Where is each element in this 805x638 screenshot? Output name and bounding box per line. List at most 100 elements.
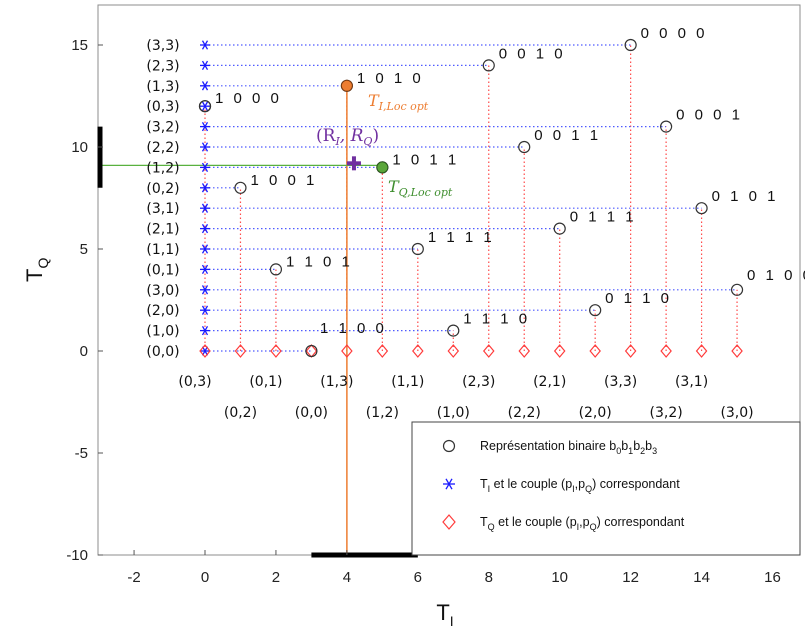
tq-pair-label: (3,3) (604, 374, 637, 390)
star-stroke (201, 203, 209, 213)
tq-opt-point (376, 161, 389, 174)
binary-label: 0 1 1 1 (570, 209, 637, 226)
x-tick-label: 0 (201, 569, 209, 586)
ti-star (200, 162, 210, 173)
y-tick-label: -10 (66, 547, 88, 564)
ti-pair-label: (2,3) (146, 58, 179, 74)
tq-diamond (553, 344, 566, 358)
ti-star (200, 203, 210, 213)
star-stroke (201, 162, 209, 173)
ti-star (200, 305, 210, 315)
tq-pair-label: (1,1) (391, 374, 424, 390)
tq-diamond (270, 344, 282, 358)
axis-titles: TI TQ (22, 258, 454, 629)
ti-star (200, 81, 210, 91)
tq-pair-label: (2,1) (533, 374, 566, 390)
legend-label-tq: TQ et le couple (pI,pQ) correspondant (480, 515, 685, 532)
star-stroke (201, 305, 209, 315)
y-tick-label: 5 (80, 241, 88, 258)
binary-circle (411, 242, 424, 256)
binary-label: 0 0 1 1 (534, 127, 601, 144)
tq-diamond (447, 344, 460, 358)
legend-label-ti: TI et le couple (pI,pQ) correspondant (480, 477, 680, 494)
star-stroke (201, 40, 209, 50)
x-tick-label: -2 (127, 569, 140, 586)
ti-pair-label: (0,0) (146, 344, 179, 360)
tq-pair-label: (2,0) (579, 405, 612, 421)
x-tick-label: 14 (693, 569, 710, 586)
ti-star (200, 121, 210, 132)
tq-pair-label: (1,3) (320, 374, 353, 390)
ti-stars (200, 40, 210, 356)
binary-circle (695, 202, 708, 215)
ti-star (200, 142, 210, 152)
x-tick-label: 16 (764, 569, 781, 586)
ti-opt-label: TI,Loc opt (368, 91, 429, 113)
binary-label: 1 1 0 0 (320, 320, 387, 337)
binary-circle (518, 140, 531, 154)
binary-circle (234, 181, 247, 194)
tq-diamond (234, 344, 247, 358)
x-tick-label: 10 (551, 569, 568, 586)
ti-star (200, 346, 210, 356)
tq-diamond (695, 344, 708, 358)
tq-opt-label: TQ,Loc opt (388, 177, 453, 199)
binary-circle (447, 324, 460, 337)
tq-pair-label: (1,2) (366, 405, 399, 421)
star-stroke (201, 101, 209, 111)
tq-pair-label: (3,0) (720, 405, 753, 421)
ti-opt-point (340, 79, 353, 92)
binary-label: 0 1 0 1 (712, 188, 779, 205)
ti-star (200, 40, 210, 50)
ti-pair-label: (3,2) (146, 120, 179, 136)
star-stroke (201, 81, 209, 91)
ti-pair-label: (0,1) (146, 262, 179, 278)
ti-star (200, 101, 210, 111)
y-axis-title: TQ (22, 258, 51, 282)
tq-diamond (624, 344, 637, 358)
x-tick-label: 8 (485, 569, 493, 586)
binary-label: 1 1 0 1 (286, 253, 353, 270)
binary-circle (660, 120, 673, 133)
tq-diamond (341, 344, 353, 358)
tq-pair-label: (0,3) (178, 374, 211, 390)
binary-circle (269, 263, 283, 276)
ti-star (200, 264, 210, 275)
ti-pair-label: (1,3) (146, 79, 179, 95)
legend-box (411, 421, 801, 556)
ti-star (200, 285, 210, 295)
legend-circle-icon (442, 439, 456, 453)
tq-pair-label: (0,0) (295, 405, 328, 421)
binary-label: 1 1 1 0 (463, 311, 530, 328)
ti-pair-label: (3,1) (146, 201, 179, 217)
special-points: TI,Loc opt TQ,Loc opt (RI, RQ) (198, 79, 453, 199)
binary-circle (730, 283, 744, 296)
tq-pair-label: (2,3) (462, 374, 495, 390)
y-tick-label: 0 (80, 343, 88, 360)
x-tick-label: 2 (272, 569, 280, 586)
legend-label-binary: Représentation binaire b0b1b2b3 (480, 439, 657, 456)
binary-label: 0 0 0 1 (676, 107, 743, 124)
ti-pair-label: (0,3) (146, 99, 179, 115)
axis-ticks: -2 0 2 4 6 8 10 12 14 16 -10 -5 0 5 10 15 (66, 37, 781, 586)
tq-pair-label: (1,0) (437, 405, 470, 421)
binary-label: 1 0 1 0 (357, 70, 424, 87)
tq-diamond (412, 344, 424, 358)
star-stroke (201, 183, 209, 193)
tq-pair-label: (3,1) (675, 374, 708, 390)
tq-pair-label: (0,2) (224, 405, 257, 421)
binary-label: 1 0 0 0 (215, 90, 282, 107)
star-stroke (201, 325, 209, 336)
binary-circle (305, 344, 318, 358)
x-tick-label: 12 (622, 569, 639, 586)
ti-pair-label: (0,2) (146, 181, 179, 197)
ti-pair-label: (1,0) (146, 324, 179, 340)
tq-diamond (731, 344, 743, 358)
x-tick-label: 4 (343, 569, 351, 586)
y-tick-label: 10 (71, 139, 88, 156)
tq-diamond (589, 344, 601, 358)
star-stroke (201, 121, 209, 132)
tq-pair-label: (3,2) (650, 405, 683, 421)
tq-diamond (660, 344, 672, 358)
